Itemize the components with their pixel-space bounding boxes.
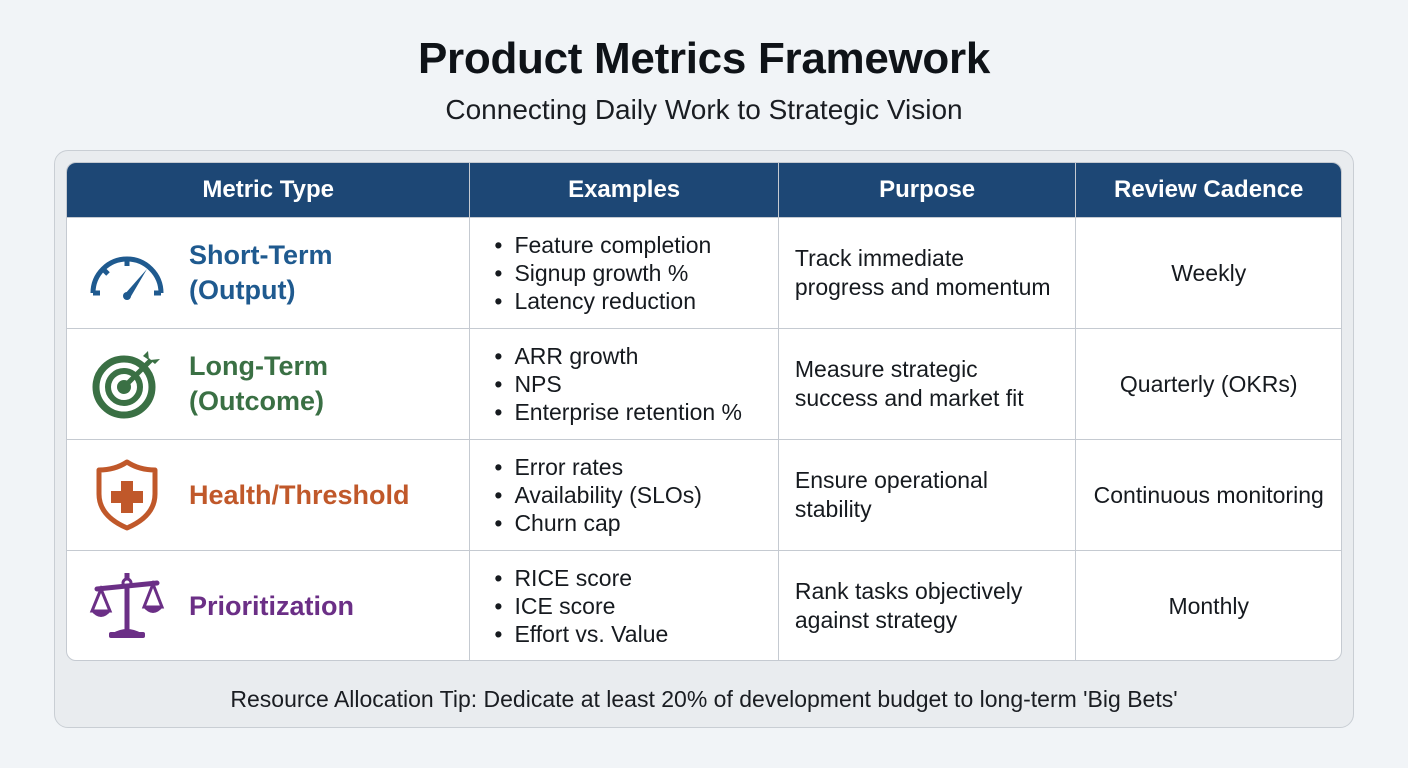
- example-item: Effort vs. Value: [494, 620, 668, 648]
- examples-cell: RICE score ICE score Effort vs. Value: [470, 551, 779, 660]
- purpose-text: Ensure operational: [794, 467, 988, 493]
- speedometer-icon: [87, 233, 167, 313]
- shield-plus-icon: [87, 455, 167, 535]
- purpose-text: Measure strategic: [794, 356, 978, 382]
- examples-cell: Feature completion Signup growth % Laten…: [470, 218, 779, 328]
- table-row: Long-Term (Outcome) ARR growth NPS Enter…: [67, 328, 1341, 439]
- metric-type-sublabel: (Output): [189, 275, 296, 305]
- example-item: Feature completion: [494, 231, 711, 259]
- purpose-cell: Ensure operational stability: [779, 440, 1077, 550]
- purpose-text: success and market fit: [794, 385, 1024, 411]
- purpose-cell: Track immediate progress and momentum: [779, 218, 1077, 328]
- metric-type-label: Short-Term: [189, 240, 333, 270]
- purpose-text: against strategy: [794, 607, 958, 633]
- resource-allocation-tip: Resource Allocation Tip: Dedicate at lea…: [230, 686, 1178, 712]
- purpose-text: stability: [794, 496, 872, 522]
- example-item: NPS: [494, 370, 742, 398]
- metric-type-cell: Short-Term (Output): [67, 218, 471, 328]
- purpose-cell: Rank tasks objectively against strategy: [779, 551, 1077, 660]
- metric-type-cell: Health/Threshold: [67, 440, 471, 550]
- metric-type-cell: Prioritization: [67, 551, 471, 660]
- metric-type-label: Prioritization: [189, 590, 355, 621]
- examples-cell: Error rates Availability (SLOs) Churn ca…: [470, 440, 779, 550]
- cadence-cell: Continuous monitoring: [1093, 481, 1324, 508]
- cadence-cell: Weekly: [1171, 259, 1247, 286]
- scales-icon: [87, 566, 167, 646]
- metric-type-sublabel: (Outcome): [189, 386, 324, 416]
- column-header-review-cadence: Review Cadence: [1113, 176, 1304, 203]
- example-item: Churn cap: [494, 509, 702, 537]
- cadence-cell: Monthly: [1168, 592, 1249, 619]
- table-header: Metric Type Examples Purpose Review Cade…: [67, 163, 1341, 217]
- example-item: Error rates: [494, 453, 702, 481]
- example-item: Availability (SLOs): [494, 481, 701, 509]
- target-icon: [87, 344, 167, 424]
- example-item: ARR growth: [494, 342, 742, 370]
- purpose-text: progress and momentum: [794, 274, 1051, 300]
- example-item: RICE score: [494, 564, 668, 592]
- example-item: ICE score: [494, 592, 668, 620]
- column-header-metric-type: Metric Type: [67, 163, 471, 217]
- metric-type-label: Long-Term: [189, 351, 328, 381]
- purpose-text: Track immediate: [794, 245, 965, 271]
- page-subtitle: Connecting Daily Work to Strategic Visio…: [445, 94, 963, 125]
- cadence-cell: Quarterly (OKRs): [1119, 370, 1298, 397]
- metric-type-cell: Long-Term (Outcome): [67, 329, 471, 439]
- column-header-examples: Examples: [470, 163, 779, 217]
- examples-cell: ARR growth NPS Enterprise retention %: [470, 329, 779, 439]
- table-row: Prioritization RICE score ICE score Effo…: [67, 550, 1341, 660]
- example-item: Latency reduction: [494, 287, 711, 315]
- table-row: Health/Threshold Error rates Availabilit…: [67, 439, 1341, 550]
- table-row: Short-Term (Output) Feature completion S…: [67, 217, 1341, 328]
- purpose-text: Rank tasks objectively: [794, 578, 1023, 604]
- column-header-purpose: Purpose: [779, 163, 1077, 217]
- example-item: Enterprise retention %: [494, 398, 742, 426]
- metric-type-label: Health/Threshold: [189, 479, 410, 510]
- metrics-table: Metric Type Examples Purpose Review Cade…: [66, 162, 1342, 661]
- purpose-cell: Measure strategic success and market fit: [779, 329, 1077, 439]
- page-title: Product Metrics Framework: [418, 34, 990, 83]
- example-item: Signup growth %: [494, 259, 711, 287]
